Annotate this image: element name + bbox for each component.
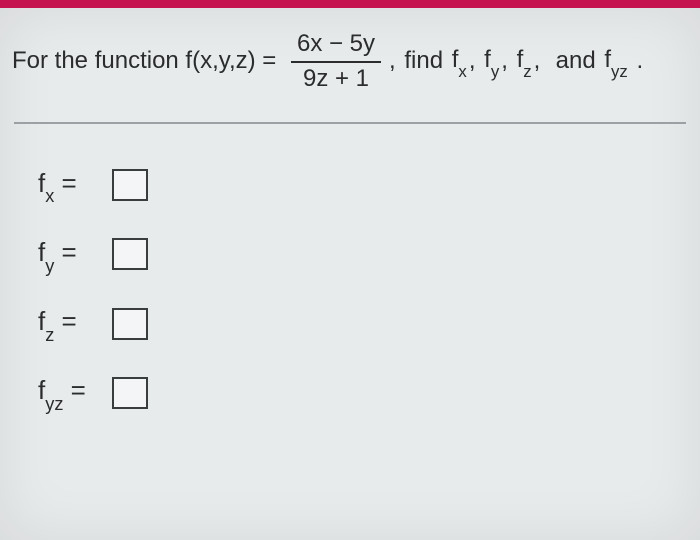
term-fz: fz (517, 46, 532, 78)
term-fx: fx (452, 46, 467, 78)
fraction-denominator: 9z + 1 (297, 63, 375, 94)
answer-row-fyz: fyz = (38, 375, 690, 410)
answer-label-fy: fy = (38, 237, 102, 272)
comma: , (389, 47, 402, 76)
answer-row-fx: fx = (38, 168, 690, 203)
term-fy: fy (484, 46, 499, 78)
answer-input-fx[interactable] (112, 169, 148, 201)
question-page: For the function f(x,y,z) = 6x − 5y 9z +… (0, 8, 700, 540)
answer-label-fyz: fyz = (38, 375, 102, 410)
sep3: , (534, 47, 547, 76)
top-accent-bar (0, 0, 700, 8)
sep2: , (501, 47, 514, 76)
sep1: , (469, 47, 482, 76)
term-fyz: fyz (604, 46, 627, 78)
fraction: 6x − 5y 9z + 1 (291, 30, 381, 94)
period: . (630, 47, 643, 76)
divider-line (14, 122, 686, 124)
answers-section: fx = fy = fz = fyz = (10, 168, 690, 411)
fraction-numerator: 6x − 5y (291, 30, 381, 61)
answer-label-fz: fz = (38, 306, 102, 341)
find-word: find (404, 47, 449, 76)
answer-input-fyz[interactable] (112, 377, 148, 409)
question-prefix: For the function f(x,y,z) = (12, 47, 283, 76)
answer-input-fy[interactable] (112, 238, 148, 270)
answer-label-fx: fx = (38, 168, 102, 203)
question-text: For the function f(x,y,z) = 6x − 5y 9z +… (10, 30, 690, 122)
answer-row-fy: fy = (38, 237, 690, 272)
and-word: and (549, 47, 602, 76)
answer-row-fz: fz = (38, 306, 690, 341)
answer-input-fz[interactable] (112, 308, 148, 340)
